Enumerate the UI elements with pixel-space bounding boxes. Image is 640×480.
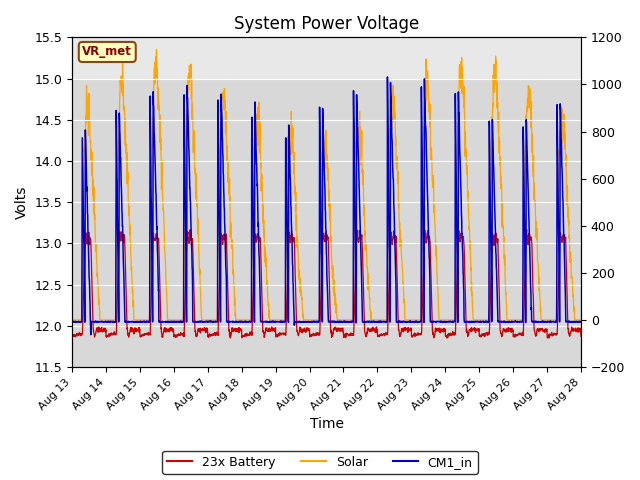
- Title: System Power Voltage: System Power Voltage: [234, 15, 419, 33]
- Legend: 23x Battery, Solar, CM1_in: 23x Battery, Solar, CM1_in: [163, 451, 477, 474]
- X-axis label: Time: Time: [310, 418, 344, 432]
- Text: VR_met: VR_met: [83, 46, 132, 59]
- Bar: [72, 37, 581, 79]
- Y-axis label: Volts: Volts: [15, 185, 29, 219]
